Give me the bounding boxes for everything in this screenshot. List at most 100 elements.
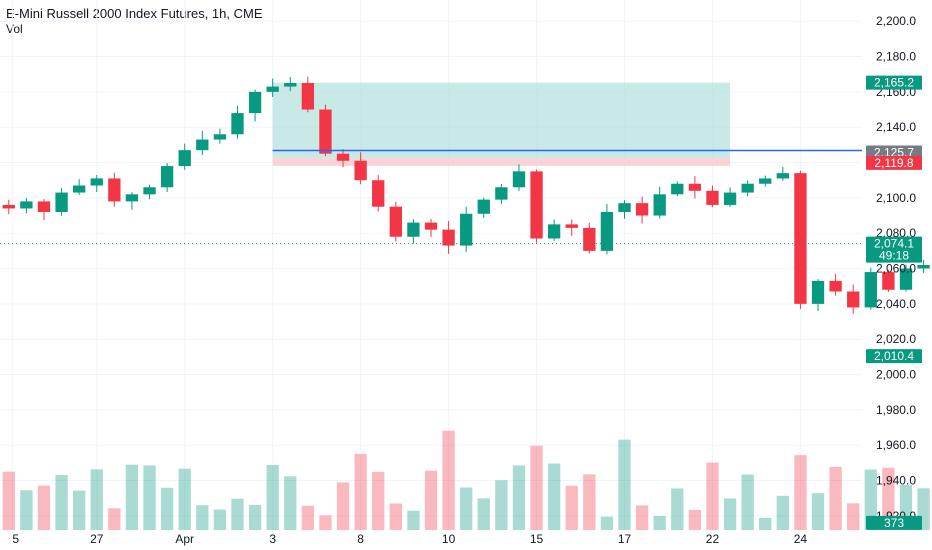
candle-body	[354, 160, 367, 181]
candle-body	[512, 171, 526, 188]
candle-body	[160, 166, 174, 188]
x-tick-label: 24	[794, 532, 808, 546]
candle-body	[864, 272, 877, 308]
candle-body	[108, 178, 121, 202]
candle-body	[530, 171, 543, 239]
candle-body	[20, 201, 33, 209]
candle-body	[547, 224, 561, 239]
position-loss-zone	[272, 158, 731, 166]
candle-body	[477, 199, 490, 214]
volume-bar	[688, 509, 702, 530]
volume-bar	[284, 476, 297, 530]
candle-body	[372, 180, 385, 207]
volume-bar	[407, 510, 420, 530]
x-tick-label: 10	[442, 532, 456, 546]
candle-body	[125, 194, 139, 202]
y-tick-label: 1,960.0	[876, 438, 916, 452]
candle-body	[196, 139, 209, 151]
candle-body	[37, 201, 51, 212]
candle-body	[143, 187, 156, 195]
volume-bar	[706, 462, 719, 530]
y-tick-label: 2,060.0	[876, 262, 916, 276]
candle-body	[829, 280, 842, 292]
price-badge	[866, 75, 922, 90]
volume-bar	[266, 465, 279, 530]
volume-bar	[723, 498, 737, 530]
volume-bar	[442, 430, 455, 530]
price-badge-label: 2,010.4	[874, 349, 914, 363]
volume-bar	[565, 485, 578, 530]
volume-bar	[776, 495, 789, 530]
volume-bar	[829, 466, 842, 530]
price-badge-countdown: 49:18	[879, 249, 909, 263]
volume-bar	[125, 464, 139, 530]
volume-bar	[336, 482, 350, 530]
volume-bar	[741, 474, 754, 530]
position-profit-zone	[272, 82, 731, 159]
candle-body	[776, 173, 789, 179]
candle-body	[741, 183, 754, 193]
candle-body	[248, 91, 262, 114]
y-tick-label: 2,180.0	[876, 50, 916, 64]
price-badge-label: 373	[884, 516, 904, 530]
candle-body	[653, 194, 666, 216]
volume-bar	[90, 469, 103, 530]
volume-bar	[530, 445, 543, 530]
price-badge	[866, 515, 922, 530]
candle-body	[899, 268, 913, 290]
candle-body	[460, 213, 473, 246]
y-tick-label: 2,000.0	[876, 368, 916, 382]
x-tick-label: 5	[12, 532, 19, 546]
candle-body	[706, 190, 719, 205]
volume-bar	[882, 467, 895, 530]
y-tick-label: 2,140.0	[876, 120, 916, 134]
candle-body	[600, 212, 614, 251]
candle-body	[90, 178, 103, 186]
volume-bar	[600, 516, 614, 530]
candle-body	[882, 272, 895, 290]
y-tick-label: 2,020.0	[876, 332, 916, 346]
candle-body	[583, 227, 596, 251]
price-badge	[866, 155, 922, 170]
volume-bar	[2, 471, 15, 530]
volume-bar	[477, 498, 490, 530]
candle-body	[407, 222, 420, 237]
candle-body	[759, 178, 772, 184]
volume-bar	[847, 503, 860, 530]
price-badge-label: 2,165.2	[874, 76, 914, 90]
candle-body	[266, 86, 279, 92]
volume-bar	[37, 485, 51, 530]
volume-bar	[319, 515, 332, 530]
candle-body	[723, 192, 737, 205]
candle-body	[2, 204, 15, 209]
y-tick-label: 2,100.0	[876, 191, 916, 205]
volume-bar	[354, 453, 367, 530]
candle-body	[917, 265, 930, 269]
volume-bar	[583, 474, 596, 530]
candle-body	[424, 222, 438, 230]
volume-bar	[811, 493, 825, 530]
candle-body	[284, 83, 297, 87]
candle-body	[495, 187, 508, 200]
volume-bar	[178, 468, 191, 530]
candle-body	[671, 183, 684, 195]
volume-bar	[671, 488, 684, 530]
candle-body	[565, 224, 578, 228]
volume-bar	[635, 505, 649, 530]
x-tick-label: 27	[90, 532, 104, 546]
candle-body	[794, 173, 807, 304]
candle-body	[178, 150, 191, 167]
candle-body	[231, 113, 244, 135]
y-tick-label: 1,980.0	[876, 403, 916, 417]
x-tick-label: 3	[269, 532, 276, 546]
candle-body	[442, 229, 455, 246]
volume-bar	[248, 504, 262, 530]
candle-body	[336, 153, 350, 161]
volume-bar	[512, 465, 526, 530]
candle-body	[73, 185, 86, 193]
volume-bar	[55, 475, 68, 530]
candle-body	[618, 203, 631, 212]
volume-bar	[389, 503, 402, 530]
volume-bar	[460, 487, 473, 530]
